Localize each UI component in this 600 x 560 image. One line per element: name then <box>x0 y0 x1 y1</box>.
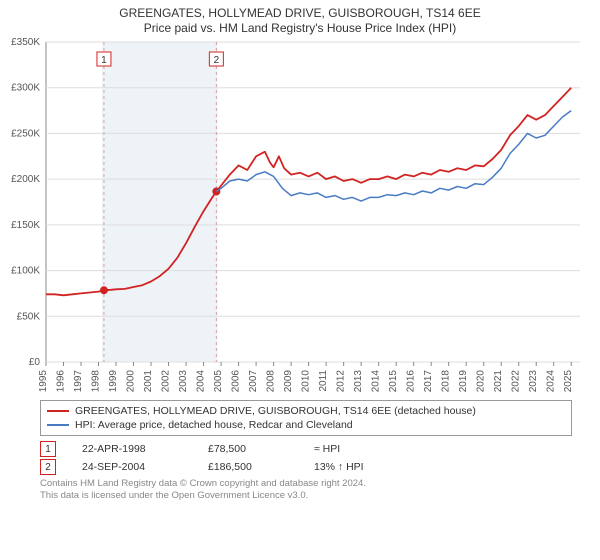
footer-line-1: Contains HM Land Registry data © Crown c… <box>40 478 572 490</box>
sale-marker-box: 1 <box>40 441 56 457</box>
legend-swatch <box>47 410 69 412</box>
legend-label: HPI: Average price, detached house, Redc… <box>75 419 353 431</box>
svg-text:2010: 2010 <box>301 370 312 393</box>
sale-price: £78,500 <box>208 443 298 455</box>
svg-text:1996: 1996 <box>56 370 67 393</box>
svg-text:£350K: £350K <box>11 37 40 48</box>
svg-text:2003: 2003 <box>178 370 189 393</box>
sale-delta: 13% ↑ HPI <box>314 461 364 473</box>
svg-text:1998: 1998 <box>91 370 102 393</box>
sale-date: 24-SEP-2004 <box>82 461 192 473</box>
legend-swatch <box>47 424 69 426</box>
svg-text:1: 1 <box>101 55 107 66</box>
svg-text:2025: 2025 <box>563 370 574 393</box>
svg-text:£0: £0 <box>29 357 41 368</box>
sale-row: 1 22-APR-1998 £78,500 ≈ HPI <box>40 440 572 458</box>
svg-text:2000: 2000 <box>126 370 137 393</box>
svg-text:2020: 2020 <box>476 370 487 393</box>
svg-text:2005: 2005 <box>213 370 224 393</box>
chart-title: GREENGATES, HOLLYMEAD DRIVE, GUISBOROUGH… <box>0 6 600 36</box>
svg-text:2009: 2009 <box>283 370 294 393</box>
sale-delta: ≈ HPI <box>314 443 340 455</box>
title-line-2: Price paid vs. HM Land Registry's House … <box>0 21 600 36</box>
legend-item: GREENGATES, HOLLYMEAD DRIVE, GUISBOROUGH… <box>47 404 565 418</box>
svg-text:2011: 2011 <box>318 370 329 392</box>
svg-text:2024: 2024 <box>546 370 557 393</box>
svg-text:2018: 2018 <box>441 370 452 393</box>
svg-text:2015: 2015 <box>388 370 399 393</box>
svg-text:2008: 2008 <box>266 370 277 393</box>
svg-text:2021: 2021 <box>493 370 504 393</box>
svg-text:£50K: £50K <box>17 311 41 322</box>
footer-attribution: Contains HM Land Registry data © Crown c… <box>40 478 572 502</box>
svg-text:2012: 2012 <box>336 370 347 393</box>
svg-text:2014: 2014 <box>371 370 382 393</box>
svg-text:£200K: £200K <box>11 174 40 185</box>
sale-row: 2 24-SEP-2004 £186,500 13% ↑ HPI <box>40 458 572 476</box>
svg-text:£250K: £250K <box>11 128 40 139</box>
svg-text:2004: 2004 <box>196 370 207 393</box>
svg-text:2017: 2017 <box>423 370 434 393</box>
svg-text:£100K: £100K <box>11 266 40 277</box>
svg-text:£150K: £150K <box>11 220 40 231</box>
sale-marker-box: 2 <box>40 459 56 475</box>
svg-text:2006: 2006 <box>231 370 242 393</box>
svg-text:2001: 2001 <box>143 370 154 393</box>
svg-text:2013: 2013 <box>353 370 364 393</box>
sale-date: 22-APR-1998 <box>82 443 192 455</box>
svg-text:2022: 2022 <box>511 370 522 393</box>
svg-text:2: 2 <box>214 55 220 66</box>
legend: GREENGATES, HOLLYMEAD DRIVE, GUISBOROUGH… <box>40 400 572 436</box>
price-chart: £0 £50K £100K £150K £200K £250K £300K £350K 1995… <box>0 36 600 396</box>
sales-table: 1 22-APR-1998 £78,500 ≈ HPI 2 24-SEP-2004 £186… <box>40 440 572 476</box>
svg-text:2002: 2002 <box>161 370 172 393</box>
svg-text:£300K: £300K <box>11 83 40 94</box>
svg-text:2019: 2019 <box>458 370 469 393</box>
svg-text:2016: 2016 <box>406 370 417 393</box>
legend-item: HPI: Average price, detached house, Redc… <box>47 418 565 432</box>
title-line-1: GREENGATES, HOLLYMEAD DRIVE, GUISBOROUGH… <box>0 6 600 21</box>
svg-text:1995: 1995 <box>38 370 49 393</box>
legend-label: GREENGATES, HOLLYMEAD DRIVE, GUISBOROUGH… <box>75 405 476 417</box>
sale-price: £186,500 <box>208 461 298 473</box>
svg-text:2007: 2007 <box>248 370 259 393</box>
footer-line-2: This data is licensed under the Open Gov… <box>40 490 572 502</box>
svg-text:2023: 2023 <box>528 370 539 393</box>
svg-text:1997: 1997 <box>73 370 84 393</box>
svg-text:1999: 1999 <box>108 370 119 393</box>
